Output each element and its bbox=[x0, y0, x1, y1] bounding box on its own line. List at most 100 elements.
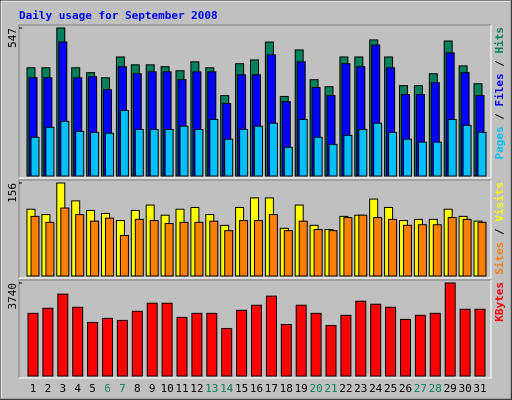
bar bbox=[57, 293, 69, 377]
x-tick-label: 16 bbox=[250, 382, 263, 395]
bar bbox=[239, 220, 249, 277]
bar bbox=[149, 128, 159, 177]
legend: Pages / Files / Hits bbox=[493, 27, 506, 160]
legend-entry: Hits bbox=[493, 27, 506, 54]
legend-entry: KBytes bbox=[493, 282, 506, 322]
bar bbox=[102, 317, 113, 377]
x-tick-label: 24 bbox=[369, 382, 383, 395]
bar bbox=[27, 312, 39, 377]
bar bbox=[373, 217, 383, 277]
bar bbox=[432, 141, 442, 177]
x-tick-label: 21 bbox=[324, 382, 337, 395]
bar bbox=[373, 122, 383, 177]
bar bbox=[268, 214, 278, 277]
bar bbox=[283, 146, 293, 177]
bar bbox=[236, 309, 248, 377]
bar bbox=[343, 217, 353, 277]
bar bbox=[328, 230, 338, 277]
bar bbox=[477, 131, 487, 177]
bar bbox=[417, 224, 427, 277]
bar bbox=[105, 217, 114, 277]
bar bbox=[105, 132, 114, 177]
bar bbox=[310, 312, 322, 377]
x-tick-label: 13 bbox=[205, 382, 218, 395]
legend-separator: / bbox=[493, 54, 506, 74]
bar bbox=[477, 221, 487, 277]
x-tick-label: 6 bbox=[104, 382, 111, 395]
bar bbox=[313, 136, 323, 177]
y-tick-label: 3740 bbox=[6, 283, 19, 310]
panel-border bbox=[19, 180, 492, 279]
x-tick-label: 25 bbox=[384, 382, 397, 395]
bar bbox=[414, 314, 426, 377]
bar bbox=[119, 110, 129, 177]
x-tick-label: 12 bbox=[190, 382, 203, 395]
bar bbox=[343, 134, 353, 177]
bar bbox=[400, 318, 411, 377]
bar bbox=[403, 224, 412, 277]
bar bbox=[298, 220, 308, 277]
bar bbox=[462, 124, 472, 177]
panel-border bbox=[19, 280, 492, 379]
bar bbox=[131, 310, 143, 377]
bar bbox=[429, 312, 441, 377]
chart-title: Daily usage for September 2008 bbox=[19, 9, 218, 22]
bar bbox=[224, 230, 234, 277]
x-tick-label: 1 bbox=[30, 382, 37, 395]
bar bbox=[72, 306, 84, 377]
bar bbox=[119, 234, 129, 277]
bar bbox=[444, 282, 456, 377]
x-tick-label: 26 bbox=[399, 382, 412, 395]
bar bbox=[30, 215, 40, 277]
bar bbox=[60, 207, 70, 277]
panel-border bbox=[18, 179, 491, 278]
bar bbox=[388, 218, 398, 277]
panel-border bbox=[19, 25, 492, 179]
bar bbox=[194, 128, 204, 177]
panel-border bbox=[18, 279, 491, 378]
x-tick-label: 15 bbox=[235, 382, 248, 395]
legend-entry: Files bbox=[493, 73, 506, 106]
bar bbox=[60, 120, 70, 177]
bar bbox=[358, 214, 368, 277]
bar bbox=[179, 221, 189, 277]
x-tick-label: 10 bbox=[160, 382, 173, 395]
bar bbox=[194, 221, 204, 277]
bar bbox=[149, 220, 159, 277]
bar bbox=[45, 126, 55, 177]
x-tick-label: 22 bbox=[339, 382, 352, 395]
bar bbox=[298, 118, 308, 177]
bar bbox=[90, 220, 100, 277]
bar bbox=[283, 230, 293, 277]
bar bbox=[370, 303, 382, 377]
bar bbox=[474, 308, 486, 377]
bar bbox=[251, 304, 262, 377]
bar bbox=[358, 128, 368, 177]
bar bbox=[146, 302, 158, 377]
x-tick-label: 4 bbox=[74, 382, 81, 395]
bar bbox=[239, 128, 249, 177]
x-tick-label: 20 bbox=[309, 382, 322, 395]
x-tick-label: 19 bbox=[295, 382, 308, 395]
x-tick-label: 17 bbox=[265, 382, 278, 395]
bar bbox=[340, 314, 352, 377]
x-tick-label: 5 bbox=[89, 382, 96, 395]
bar bbox=[295, 304, 307, 377]
legend-entry: Sites bbox=[493, 242, 506, 275]
bar bbox=[116, 319, 128, 377]
bar bbox=[179, 125, 189, 177]
bar bbox=[87, 321, 99, 377]
bar bbox=[176, 316, 188, 377]
bar bbox=[75, 130, 85, 177]
bar bbox=[417, 141, 427, 177]
bar bbox=[268, 122, 278, 177]
x-tick-label: 7 bbox=[119, 382, 126, 395]
bar bbox=[134, 218, 144, 277]
x-tick-label: 2 bbox=[45, 382, 52, 395]
bar bbox=[325, 324, 337, 377]
bar bbox=[206, 312, 218, 377]
x-tick-label: 18 bbox=[280, 382, 293, 395]
